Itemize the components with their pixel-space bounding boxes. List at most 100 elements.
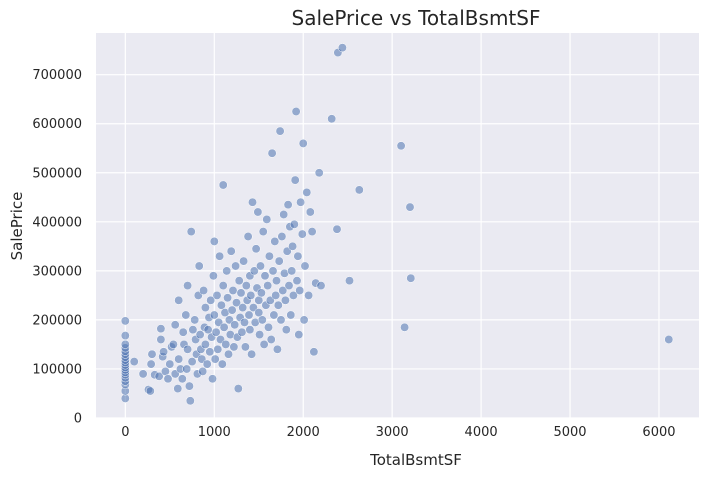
data-point [182, 364, 192, 374]
data-point [208, 374, 217, 384]
data-point [218, 281, 228, 291]
data-point [233, 384, 243, 394]
data-point [195, 330, 205, 340]
data-point [400, 322, 410, 332]
data-point [209, 236, 219, 246]
data-point [187, 357, 197, 367]
data-point [245, 325, 255, 335]
y-tick-label: 400000 [32, 215, 82, 230]
data-point [405, 202, 415, 212]
x-tick-label: 0 [121, 425, 129, 440]
data-point [217, 359, 227, 369]
data-point [271, 290, 281, 300]
data-point [186, 227, 196, 237]
data-point [183, 344, 193, 354]
plot-background [96, 33, 699, 418]
data-point [120, 331, 130, 341]
data-point [396, 141, 406, 151]
data-point [222, 266, 232, 276]
x-tick-label: 2000 [287, 425, 320, 440]
data-point [287, 266, 297, 276]
data-point [173, 384, 183, 394]
data-point [223, 293, 233, 303]
x-tick-label: 3000 [376, 425, 409, 440]
data-point [256, 261, 265, 271]
y-tick-labels: 0 100000 200000 300000 400000 500000 600000 700… [32, 68, 82, 426]
data-point [260, 271, 270, 281]
data-point [185, 396, 195, 406]
data-point [200, 303, 210, 313]
data-points [120, 43, 674, 406]
data-point [160, 366, 170, 376]
data-point [270, 236, 280, 246]
data-point [170, 320, 180, 330]
data-point [296, 197, 306, 207]
data-point [234, 276, 244, 286]
data-point [212, 290, 222, 300]
data-point [267, 148, 277, 158]
data-point [202, 359, 212, 369]
data-point [200, 339, 210, 349]
data-point [249, 266, 259, 276]
data-point [241, 281, 251, 291]
data-point [288, 290, 298, 300]
data-point [154, 371, 164, 381]
data-point [240, 342, 250, 352]
data-point [307, 227, 317, 237]
data-point [309, 347, 319, 357]
data-point [354, 185, 364, 195]
data-point [327, 114, 337, 124]
data-point [208, 271, 218, 281]
y-tick-label: 300000 [32, 264, 82, 279]
data-point [283, 200, 293, 210]
data-point [262, 214, 272, 224]
x-tick-labels: 0 1000 2000 3000 4000 5000 6000 [121, 425, 675, 440]
data-point [237, 327, 247, 337]
data-point [255, 330, 265, 340]
x-tick-label: 5000 [553, 425, 586, 440]
data-point [120, 339, 130, 349]
data-point [305, 207, 315, 217]
data-point [145, 386, 155, 396]
y-axis-label: SalePrice [8, 192, 26, 261]
data-point [300, 261, 310, 271]
data-point [219, 322, 229, 332]
x-tick-label: 4000 [465, 425, 498, 440]
data-point [664, 335, 674, 344]
data-point [190, 315, 200, 325]
y-tick-label: 700000 [32, 68, 82, 83]
data-point [178, 327, 188, 337]
data-point [298, 138, 308, 148]
data-point [272, 344, 282, 354]
data-point [264, 251, 274, 261]
data-point [275, 126, 285, 136]
data-point [198, 366, 208, 376]
data-point [183, 281, 193, 291]
data-point [213, 344, 223, 354]
data-point [273, 300, 283, 310]
data-point [288, 241, 298, 251]
data-point [274, 256, 284, 266]
data-point [272, 276, 281, 286]
data-point [163, 374, 173, 384]
data-point [281, 325, 291, 335]
data-point [240, 317, 249, 327]
data-point [181, 310, 191, 320]
data-point [251, 244, 261, 254]
data-point [239, 256, 249, 266]
data-point [292, 276, 302, 286]
data-point [276, 315, 286, 325]
data-point [286, 310, 296, 320]
data-point [269, 310, 279, 320]
data-point [243, 232, 253, 241]
data-point [156, 335, 166, 344]
data-point [147, 349, 157, 359]
data-point [248, 197, 257, 207]
data-point [194, 261, 204, 271]
data-point [290, 175, 300, 185]
data-point [224, 349, 233, 359]
data-point [264, 322, 273, 332]
grid-lines [96, 33, 699, 419]
data-point [246, 290, 256, 300]
